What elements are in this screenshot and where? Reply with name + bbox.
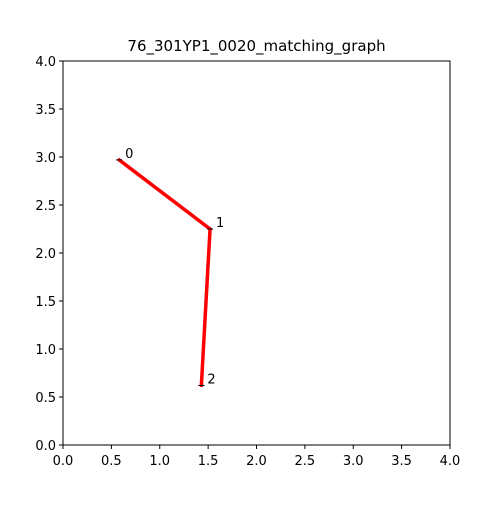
x-axis: 0.0 0.5 1.0 1.5 2.0 2.5 3.0 3.5 4.0 — [53, 445, 461, 469]
y-tick-label-4: 2.0 — [35, 247, 56, 262]
node-label-2: 2 — [207, 372, 215, 387]
chart-title: 76_301YP1_0020_matching_graph — [127, 37, 385, 56]
x-tick-label-0: 0.0 — [53, 454, 74, 469]
x-tick-label-7: 3.5 — [391, 454, 412, 469]
y-tick-label-7: 3.5 — [35, 103, 56, 118]
y-tick-label-1: 0.5 — [35, 391, 56, 406]
y-tick-label-5: 2.5 — [35, 199, 56, 214]
node-label-0: 0 — [125, 147, 133, 162]
x-tick-label-1: 0.5 — [101, 454, 122, 469]
nodes-layer — [116, 159, 214, 386]
x-tick-label-8: 4.0 — [440, 454, 461, 469]
x-tick-label-5: 2.5 — [295, 454, 316, 469]
y-tick-label-2: 1.0 — [35, 343, 56, 358]
plot-area-frame — [62, 60, 451, 446]
y-tick-label-0: 0.0 — [35, 439, 56, 454]
y-tick-label-3: 1.5 — [35, 295, 56, 310]
y-tick-label-8: 4.0 — [35, 55, 56, 70]
x-tick-label-6: 3.0 — [343, 454, 364, 469]
y-tick-label-6: 3.0 — [35, 151, 56, 166]
x-tick-label-3: 1.5 — [198, 454, 219, 469]
node-label-1: 1 — [216, 216, 224, 231]
graph-edge-0 — [117, 158, 212, 231]
y-axis: 0.0 0.5 1.0 1.5 2.0 2.5 3.0 3.5 4.0 — [35, 55, 63, 454]
node-labels-layer: 0 1 2 — [125, 147, 224, 388]
graph-edge-1 — [199, 227, 212, 388]
edges-layer — [117, 158, 212, 388]
x-tick-label-2: 1.0 — [149, 454, 170, 469]
x-tick-label-4: 2.0 — [246, 454, 267, 469]
